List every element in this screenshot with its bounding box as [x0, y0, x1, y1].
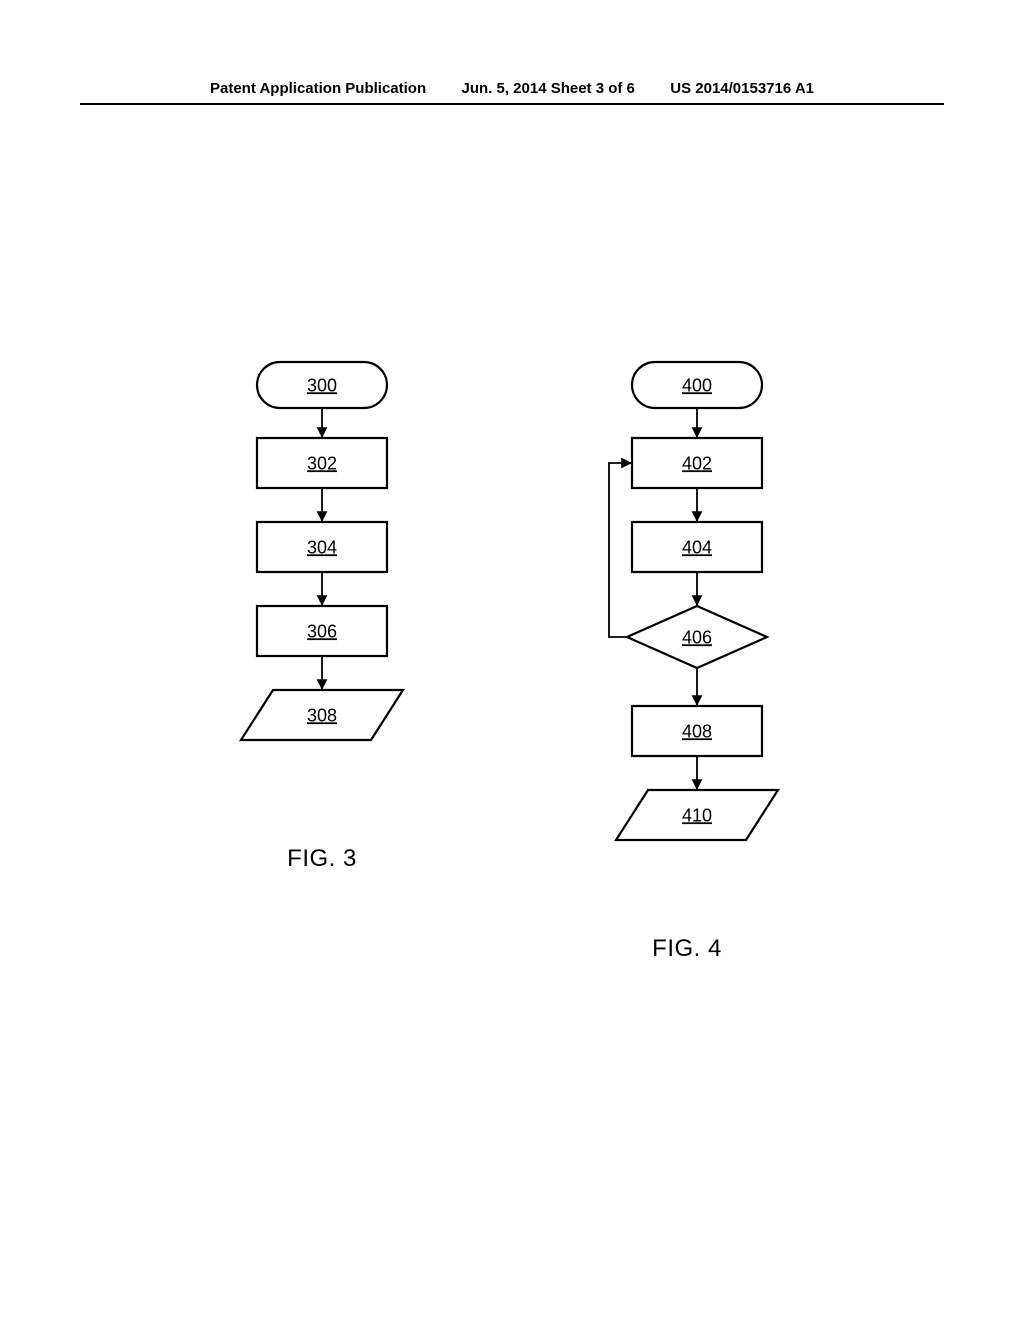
node-label-306: 306: [307, 621, 337, 641]
figure-4: 400 402 404 406 408 410 FIG. 4: [587, 355, 787, 963]
node-label-408: 408: [682, 721, 712, 741]
node-label-402: 402: [682, 453, 712, 473]
header-right: US 2014/0153716 A1: [670, 80, 814, 97]
flowchart-fig3: 300 302 304 306 308: [237, 355, 407, 785]
caption-fig4: FIG. 4: [587, 935, 787, 963]
flowchart-fig4: 400 402 404 406 408 410: [587, 355, 787, 875]
loop-edge: [609, 463, 632, 637]
node-label-404: 404: [682, 537, 712, 557]
node-label-308: 308: [307, 705, 337, 725]
node-label-302: 302: [307, 453, 337, 473]
page-header: Patent Application Publication Jun. 5, 2…: [80, 80, 944, 105]
node-label-410: 410: [682, 805, 712, 825]
node-label-400: 400: [682, 375, 712, 395]
node-label-304: 304: [307, 537, 337, 557]
header-center: Jun. 5, 2014 Sheet 3 of 6: [461, 80, 634, 97]
figure-3: 300 302 304 306 308 FIG. 3: [237, 355, 407, 963]
diagram-area: 300 302 304 306 308 FIG. 3 400 402 404 406 408 41…: [0, 355, 1024, 963]
node-label-406: 406: [682, 627, 712, 647]
caption-fig3: FIG. 3: [237, 845, 407, 873]
header-left: Patent Application Publication: [210, 80, 426, 97]
node-label-300: 300: [307, 375, 337, 395]
